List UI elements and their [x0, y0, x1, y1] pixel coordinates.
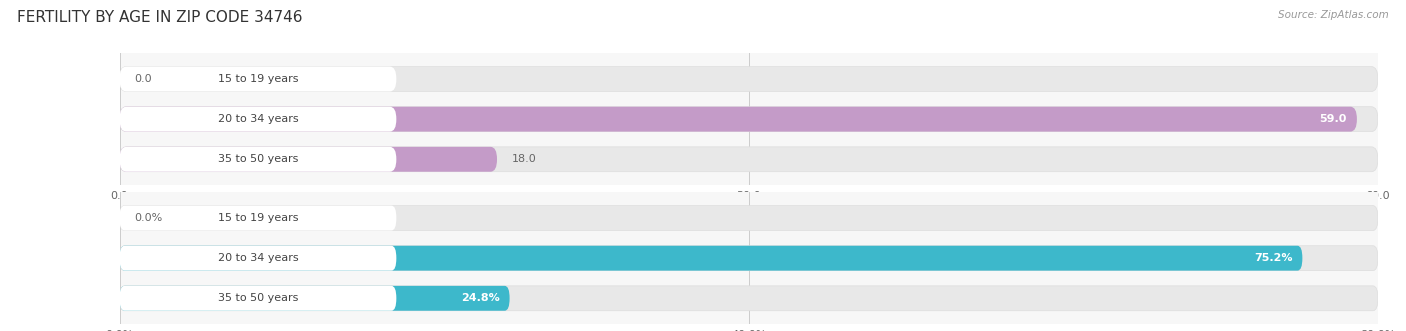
FancyBboxPatch shape	[120, 147, 396, 172]
FancyBboxPatch shape	[120, 246, 396, 271]
Text: 75.2%: 75.2%	[1254, 253, 1292, 263]
FancyBboxPatch shape	[120, 67, 1378, 91]
Text: 20 to 34 years: 20 to 34 years	[218, 114, 298, 124]
FancyBboxPatch shape	[120, 147, 1378, 172]
Text: 59.0: 59.0	[1319, 114, 1347, 124]
Text: 0.0: 0.0	[135, 74, 152, 84]
Text: 24.8%: 24.8%	[461, 293, 499, 303]
Text: 35 to 50 years: 35 to 50 years	[218, 293, 298, 303]
FancyBboxPatch shape	[120, 286, 396, 311]
FancyBboxPatch shape	[120, 246, 1378, 271]
FancyBboxPatch shape	[120, 286, 509, 311]
FancyBboxPatch shape	[120, 107, 396, 132]
FancyBboxPatch shape	[120, 286, 1378, 311]
FancyBboxPatch shape	[120, 147, 498, 172]
Text: Source: ZipAtlas.com: Source: ZipAtlas.com	[1278, 10, 1389, 20]
Text: 18.0: 18.0	[512, 154, 537, 164]
FancyBboxPatch shape	[120, 246, 1302, 271]
Text: 35 to 50 years: 35 to 50 years	[218, 154, 298, 164]
Text: 0.0%: 0.0%	[135, 213, 163, 223]
FancyBboxPatch shape	[120, 107, 1378, 132]
Text: 20 to 34 years: 20 to 34 years	[218, 253, 298, 263]
FancyBboxPatch shape	[120, 107, 1357, 132]
FancyBboxPatch shape	[120, 206, 1378, 230]
Text: 15 to 19 years: 15 to 19 years	[218, 74, 298, 84]
Text: FERTILITY BY AGE IN ZIP CODE 34746: FERTILITY BY AGE IN ZIP CODE 34746	[17, 10, 302, 25]
FancyBboxPatch shape	[120, 67, 396, 91]
Text: 15 to 19 years: 15 to 19 years	[218, 213, 298, 223]
FancyBboxPatch shape	[120, 206, 396, 230]
